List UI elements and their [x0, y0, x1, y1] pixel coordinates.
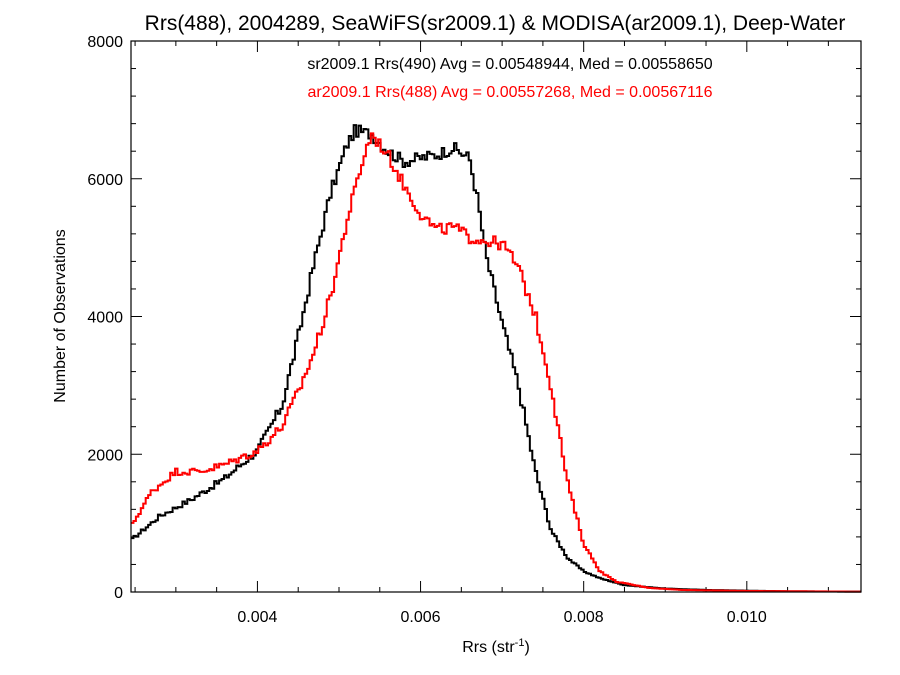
annotation-ar2009: ar2009.1 Rrs(488) Avg = 0.00557268, Med …	[307, 84, 712, 101]
axis-ticks	[131, 40, 861, 593]
series-line-ar2009	[131, 132, 861, 593]
y-tick-label: 4000	[87, 310, 123, 327]
x-tick-label: 0.008	[564, 609, 604, 626]
x-tick-label: 0.006	[401, 609, 441, 626]
x-axis-label: Rrs (str-1)	[462, 637, 530, 656]
annotation-sr2009: sr2009.1 Rrs(490) Avg = 0.00548944, Med …	[307, 56, 712, 73]
x-axis-label-base: Rrs (str	[462, 639, 515, 656]
chart-title: Rrs(488), 2004289, SeaWiFS(sr2009.1) & M…	[145, 12, 846, 35]
x-tick-label: 0.004	[237, 609, 277, 626]
axis-tick-labels: 0.004 0.006 0.008 0.010 0 2000 4000 6000 8000	[87, 34, 767, 626]
y-tick-label: 0	[114, 585, 123, 602]
y-tick-label: 8000	[87, 34, 123, 51]
series-layer	[131, 124, 861, 593]
plot-frame	[130, 40, 862, 593]
y-axis-label: Number of Observations	[52, 229, 69, 402]
x-axis-label-superscript: -1	[515, 637, 525, 649]
x-tick-label: 0.010	[727, 609, 767, 626]
series-line-sr2009	[131, 124, 861, 593]
x-axis-label-end: )	[524, 639, 529, 656]
y-tick-label: 6000	[87, 172, 123, 189]
y-tick-label: 2000	[87, 447, 123, 464]
